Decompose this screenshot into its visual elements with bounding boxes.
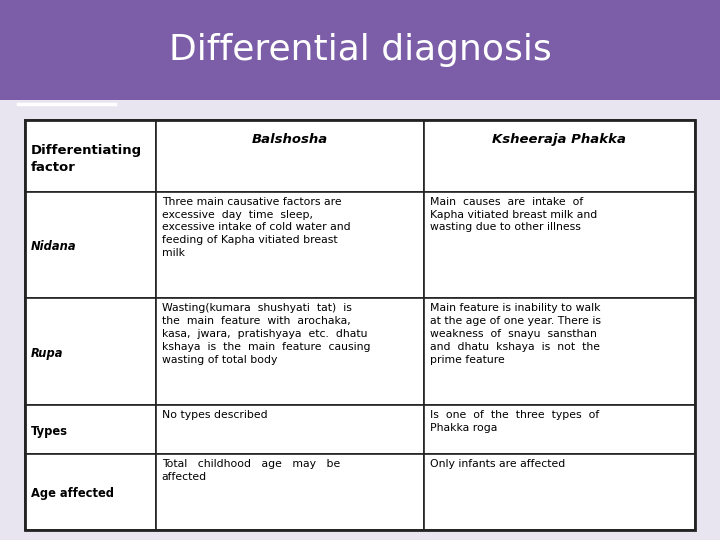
Bar (25, 192, 156, 298)
Text: Total   childhood   age   may   be
affected: Total childhood age may be affected (162, 459, 340, 482)
Bar (156, 298, 423, 405)
Bar (423, 120, 695, 192)
Bar (25, 120, 156, 192)
Bar (0, 0, 720, 100)
Bar (156, 120, 423, 192)
Text: Wasting(kumara  shushyati  tat)  is
the  main  feature  with  arochaka,
kasa,  j: Wasting(kumara shushyati tat) is the mai… (162, 303, 370, 364)
Bar (25, 298, 156, 405)
Bar (156, 454, 423, 530)
Text: Main feature is inability to walk
at the age of one year. There is
weakness  of : Main feature is inability to walk at the… (430, 303, 600, 364)
Text: Rupa: Rupa (31, 347, 63, 360)
Text: Differential diagnosis: Differential diagnosis (168, 33, 552, 67)
Bar (423, 454, 695, 530)
Text: Only infants are affected: Only infants are affected (430, 459, 565, 469)
Text: No types described: No types described (162, 410, 267, 420)
Bar (423, 298, 695, 405)
Bar (156, 405, 423, 454)
Bar (156, 192, 423, 298)
Bar (423, 192, 695, 298)
Text: Ksheeraja Phakka: Ksheeraja Phakka (492, 133, 626, 146)
Text: Is  one  of  the  three  types  of
Phakka roga: Is one of the three types of Phakka roga (430, 410, 599, 433)
Text: Three main causative factors are
excessive  day  time  sleep,
excessive intake o: Three main causative factors are excessi… (162, 197, 350, 258)
Text: Types: Types (31, 425, 68, 438)
Bar (25, 454, 156, 530)
Bar (25, 120, 695, 530)
Text: Balshosha: Balshosha (251, 133, 328, 146)
Text: Age affected: Age affected (31, 488, 114, 501)
Text: Main  causes  are  intake  of
Kapha vitiated breast milk and
wasting due to othe: Main causes are intake of Kapha vitiated… (430, 197, 597, 232)
Bar (25, 405, 156, 454)
Bar (423, 405, 695, 454)
Text: Differentiating
factor: Differentiating factor (31, 145, 142, 174)
Text: Nidana: Nidana (31, 240, 76, 253)
